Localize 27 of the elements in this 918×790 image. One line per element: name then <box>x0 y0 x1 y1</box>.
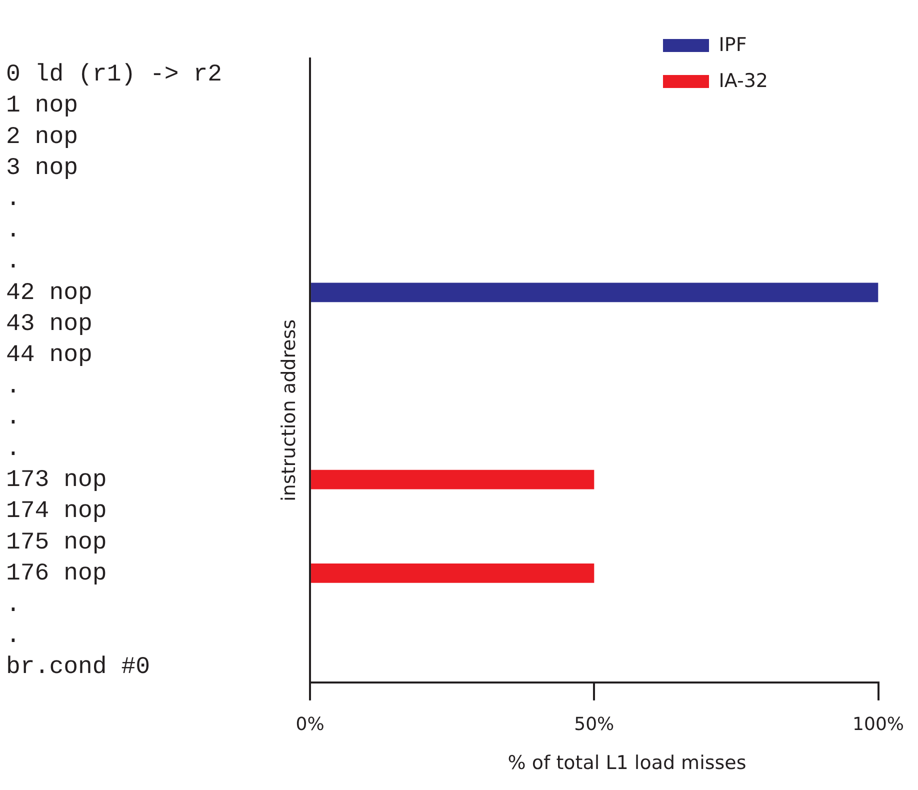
legend-label: IA-32 <box>718 70 768 92</box>
y-tick-label: 2 nop <box>6 124 78 151</box>
y-tick-label: . <box>6 217 20 244</box>
legend-label: IPF <box>718 34 747 56</box>
y-tick-label: 173 nop <box>6 466 107 494</box>
y-tick-label: 42 nop <box>6 280 92 307</box>
x-tick-label: 50% <box>574 714 614 735</box>
y-tick-label: . <box>6 404 20 432</box>
y-tick-label: 3 nop <box>6 154 78 182</box>
y-tick-label: 176 nop <box>6 560 107 588</box>
y-tick-label: . <box>6 622 20 650</box>
y-tick-label: 0 ld (r1) -> r2 <box>6 61 222 88</box>
x-tick-label: 100% <box>852 714 904 735</box>
x-axis-title: % of total L1 load misses <box>506 752 748 774</box>
x-tick-label: 0% <box>296 714 324 735</box>
y-tick-label: 1 nop <box>6 92 78 120</box>
y-tick-label: 175 nop <box>6 529 107 556</box>
y-tick-label: 44 nop <box>6 342 92 370</box>
y-tick-label: br.cond #0 <box>6 654 150 682</box>
y-tick-label: 174 nop <box>6 498 107 526</box>
y-tick-label: . <box>6 592 20 619</box>
y-tick-label: 43 nop <box>6 310 92 338</box>
y-tick-label: . <box>6 373 20 400</box>
y-tick-label: . <box>6 248 20 276</box>
y-axis-title: instruction address <box>278 319 300 502</box>
y-tick-label: . <box>6 436 20 463</box>
y-tick-label: . <box>6 186 20 214</box>
